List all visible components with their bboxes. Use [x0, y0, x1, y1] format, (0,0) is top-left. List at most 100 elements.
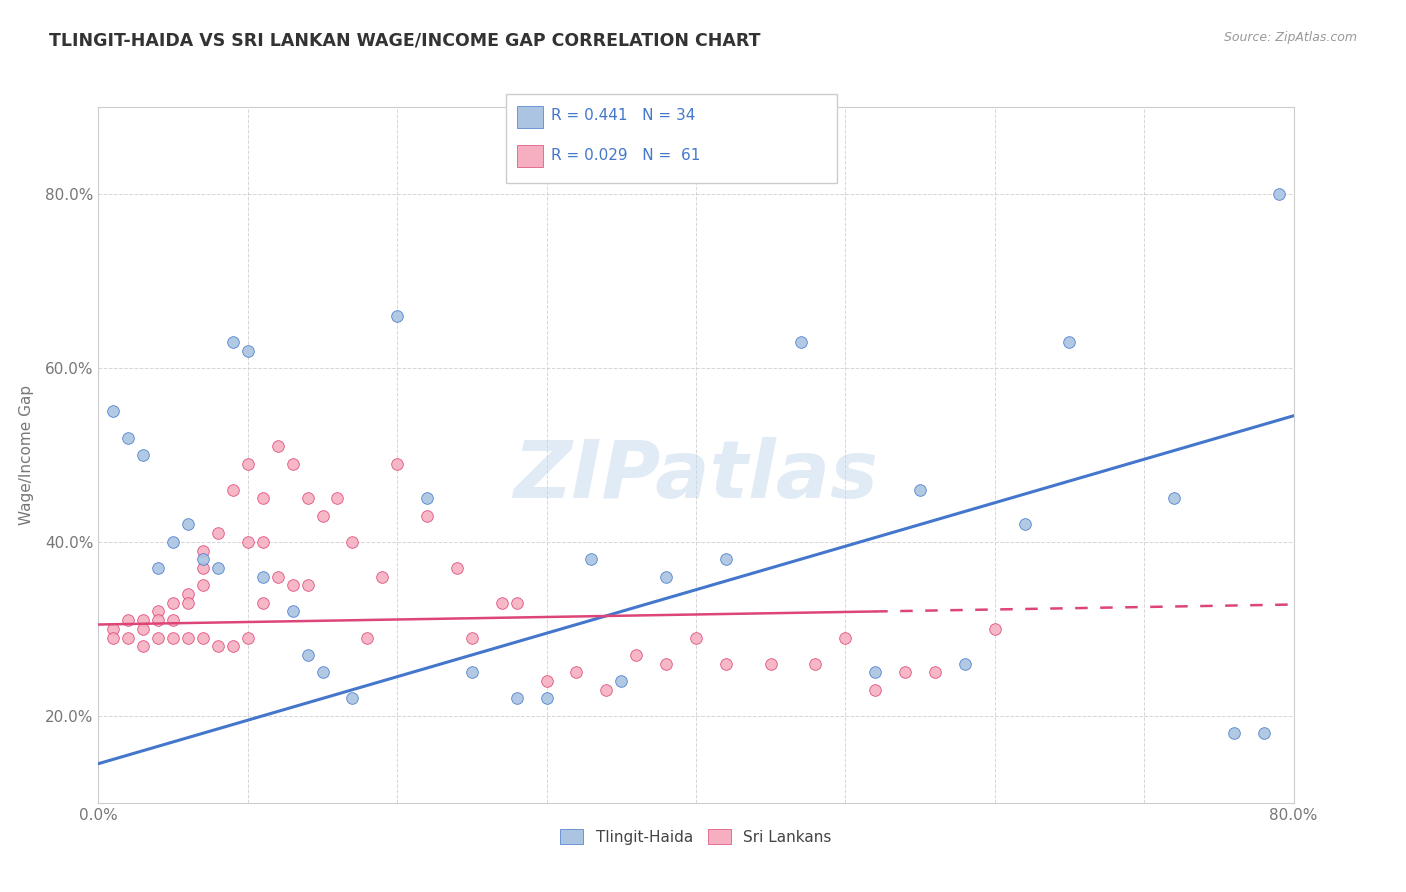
- Point: [1059, 334, 1081, 349]
- Point: [506, 691, 529, 706]
- Point: [655, 657, 678, 671]
- Point: [685, 631, 707, 645]
- Point: [953, 657, 976, 671]
- Point: [311, 508, 333, 523]
- Point: [177, 517, 200, 532]
- Point: [461, 665, 484, 680]
- Point: [117, 631, 139, 645]
- Point: [385, 457, 409, 471]
- Point: [191, 631, 214, 645]
- Point: [252, 570, 274, 584]
- Point: [207, 561, 229, 575]
- Point: [610, 674, 633, 689]
- Point: [103, 622, 125, 636]
- Text: R = 0.441   N = 34: R = 0.441 N = 34: [551, 109, 696, 123]
- Point: [759, 657, 782, 671]
- Point: [714, 657, 737, 671]
- Point: [207, 639, 229, 653]
- Point: [267, 570, 290, 584]
- Point: [446, 561, 468, 575]
- Point: [297, 491, 319, 506]
- Point: [132, 639, 155, 653]
- Point: [297, 648, 319, 662]
- Point: [191, 578, 214, 592]
- Point: [252, 596, 274, 610]
- Point: [281, 605, 304, 619]
- Point: [416, 508, 439, 523]
- Point: [148, 613, 170, 627]
- Point: [236, 631, 259, 645]
- Point: [222, 334, 245, 349]
- Y-axis label: Wage/Income Gap: Wage/Income Gap: [18, 384, 34, 525]
- Point: [385, 309, 409, 323]
- Point: [236, 457, 259, 471]
- Point: [117, 430, 139, 444]
- Point: [117, 613, 139, 627]
- Point: [191, 552, 214, 566]
- Point: [103, 404, 125, 418]
- Point: [536, 691, 558, 706]
- Point: [236, 343, 259, 358]
- Point: [491, 596, 513, 610]
- Point: [222, 483, 245, 497]
- Point: [342, 534, 364, 549]
- Point: [1163, 491, 1185, 506]
- Point: [267, 439, 290, 453]
- Point: [177, 631, 200, 645]
- Point: [416, 491, 439, 506]
- Point: [162, 613, 184, 627]
- Point: [326, 491, 349, 506]
- Point: [191, 543, 214, 558]
- Point: [714, 552, 737, 566]
- Point: [581, 552, 603, 566]
- Point: [281, 578, 304, 592]
- Point: [177, 596, 200, 610]
- Point: [191, 561, 214, 575]
- Point: [565, 665, 588, 680]
- Point: [311, 665, 333, 680]
- Point: [132, 613, 155, 627]
- Point: [626, 648, 648, 662]
- Text: R = 0.029   N =  61: R = 0.029 N = 61: [551, 148, 700, 162]
- Point: [342, 691, 364, 706]
- Point: [148, 631, 170, 645]
- Point: [103, 631, 125, 645]
- Point: [148, 561, 170, 575]
- Point: [789, 334, 811, 349]
- Point: [908, 483, 931, 497]
- Point: [834, 631, 856, 645]
- Point: [132, 448, 155, 462]
- Point: [222, 639, 245, 653]
- Point: [297, 578, 319, 592]
- Point: [924, 665, 946, 680]
- Point: [536, 674, 558, 689]
- Text: TLINGIT-HAIDA VS SRI LANKAN WAGE/INCOME GAP CORRELATION CHART: TLINGIT-HAIDA VS SRI LANKAN WAGE/INCOME …: [49, 31, 761, 49]
- Point: [132, 622, 155, 636]
- Point: [1014, 517, 1036, 532]
- Point: [865, 665, 887, 680]
- Point: [207, 526, 229, 541]
- Point: [252, 491, 274, 506]
- Point: [1223, 726, 1246, 740]
- Point: [655, 570, 678, 584]
- Point: [148, 605, 170, 619]
- Point: [595, 682, 617, 697]
- Point: [177, 587, 200, 601]
- Point: [461, 631, 484, 645]
- Point: [162, 534, 184, 549]
- Legend: Tlingit-Haida, Sri Lankans: Tlingit-Haida, Sri Lankans: [554, 822, 838, 851]
- Point: [984, 622, 1007, 636]
- Point: [236, 534, 259, 549]
- Point: [162, 631, 184, 645]
- Text: ZIPatlas: ZIPatlas: [513, 437, 879, 515]
- Point: [281, 457, 304, 471]
- Point: [356, 631, 378, 645]
- Text: Source: ZipAtlas.com: Source: ZipAtlas.com: [1223, 31, 1357, 45]
- Point: [162, 596, 184, 610]
- Point: [506, 596, 529, 610]
- Point: [252, 534, 274, 549]
- Point: [371, 570, 394, 584]
- Point: [894, 665, 917, 680]
- Point: [1253, 726, 1275, 740]
- Point: [804, 657, 827, 671]
